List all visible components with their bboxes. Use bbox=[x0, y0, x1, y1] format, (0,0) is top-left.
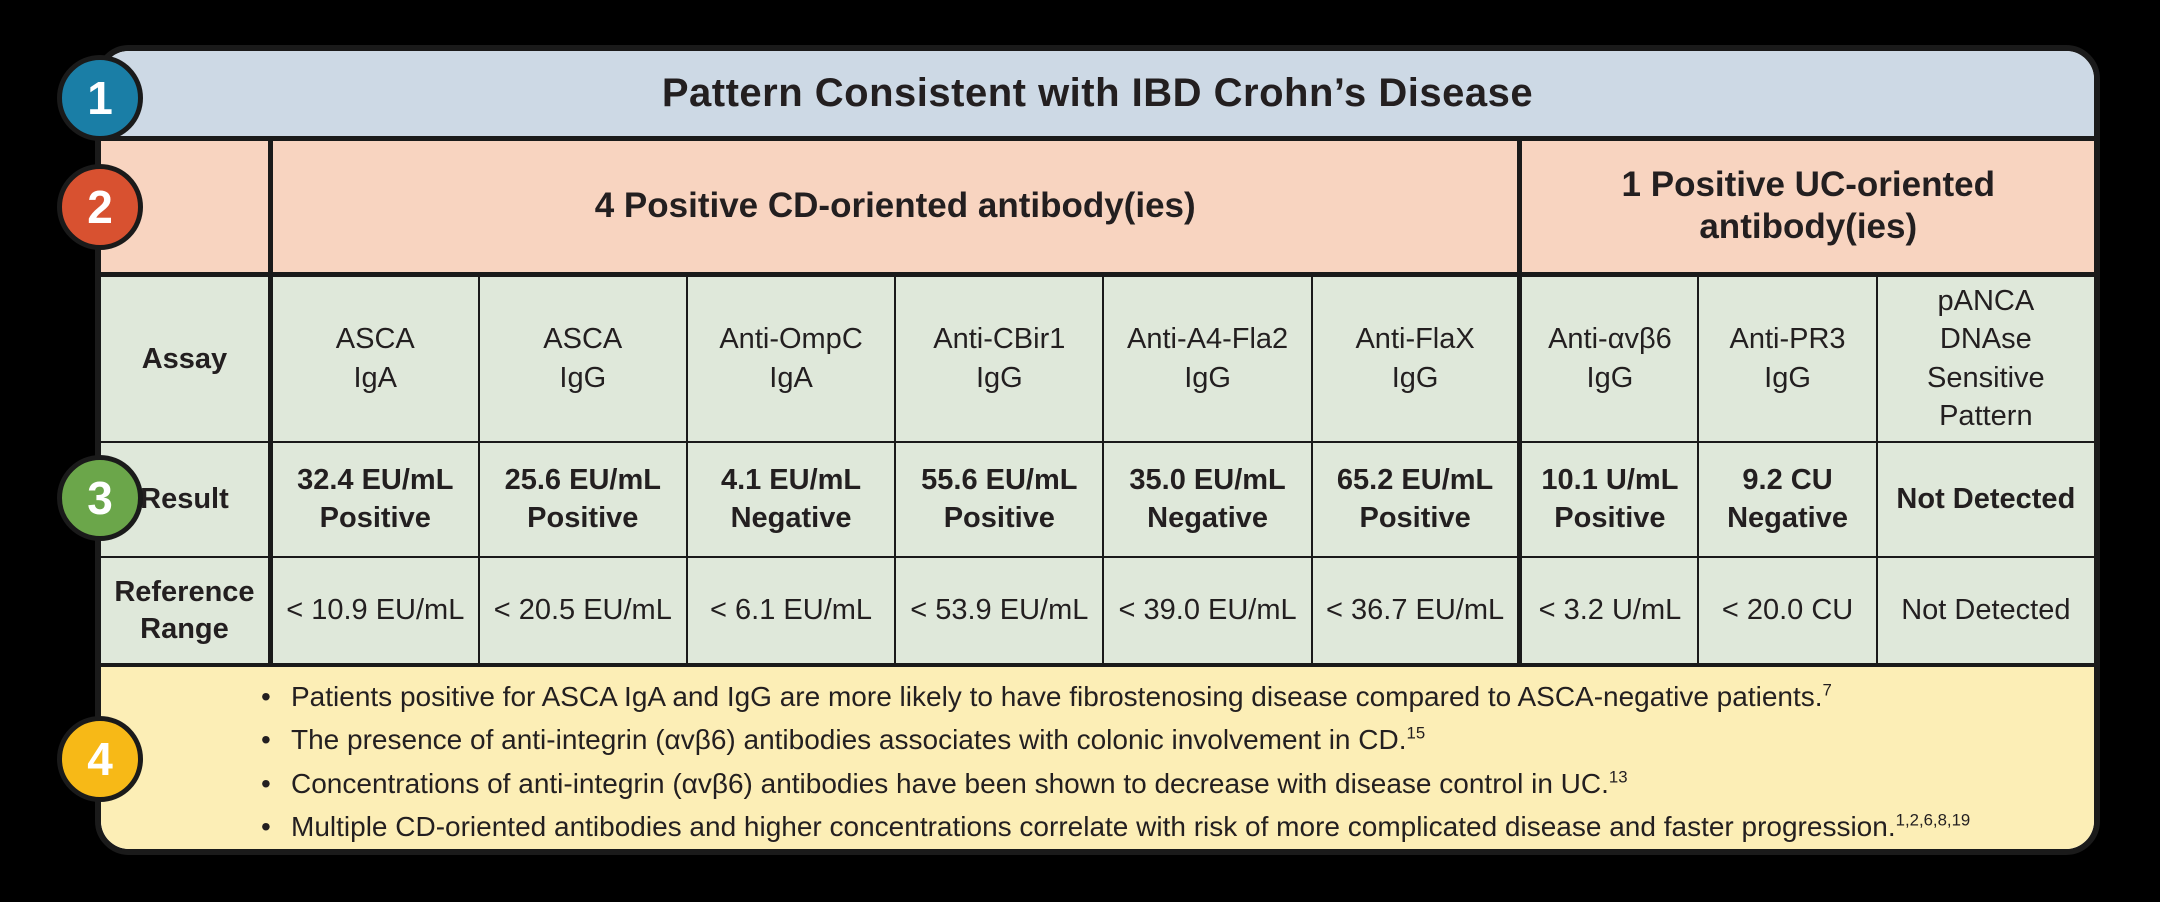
assay-cell-anti-a4-fla2: Anti-A4-Fla2 IgG bbox=[1102, 273, 1313, 443]
antibody-results-table: 4 Positive CD-oriented antibody(ies) 1 P… bbox=[101, 141, 2094, 663]
badge-number: 2 bbox=[87, 181, 113, 233]
footnote-item: The presence of anti-integrin (αvβ6) ant… bbox=[261, 718, 2054, 762]
assay-row-label: Assay bbox=[101, 273, 273, 443]
assay-cell-anti-avb6: Anti-αvβ6 IgG bbox=[1518, 273, 1700, 443]
assay-cell-anti-pr3: Anti-PR3 IgG bbox=[1697, 273, 1878, 443]
step-badge-2: 2 bbox=[57, 164, 143, 250]
result-cell-anti-a4-fla2: 35.0 EU/mL Negative bbox=[1102, 441, 1313, 558]
uc-group-header: 1 Positive UC-oriented antibody(ies) bbox=[1518, 141, 2094, 277]
reference-row-label: Reference Range bbox=[101, 556, 273, 663]
cd-group-header: 4 Positive CD-oriented antibody(ies) bbox=[269, 141, 1523, 277]
footnote-reference-numbers: 7 bbox=[1822, 680, 1832, 700]
results-card: Pattern Consistent with IBD Crohn’s Dise… bbox=[95, 45, 2100, 855]
result-cell-asca-iga: 32.4 EU/mL Positive bbox=[269, 441, 480, 558]
badge-number: 3 bbox=[87, 472, 113, 524]
reference-cell-anti-pr3: < 20.0 CU bbox=[1697, 556, 1878, 663]
result-cell-anti-pr3: 9.2 CU Negative bbox=[1697, 441, 1878, 558]
assay-cell-asca-iga: ASCA IgA bbox=[269, 273, 480, 443]
reference-cell-anti-flax: < 36.7 EU/mL bbox=[1310, 556, 1523, 663]
reference-cell-anti-a4-fla2: < 39.0 EU/mL bbox=[1102, 556, 1313, 663]
assay-row: Assay ASCA IgA ASCA IgG Anti-OmpC IgA An… bbox=[101, 273, 2094, 443]
reference-cell-asca-igg: < 20.5 EU/mL bbox=[477, 556, 688, 663]
assay-cell-anti-cbir1: Anti-CBir1 IgG bbox=[894, 273, 1105, 443]
badge-number: 1 bbox=[87, 72, 113, 124]
result-cell-anti-flax: 65.2 EU/mL Positive bbox=[1310, 441, 1523, 558]
reference-cell-anti-cbir1: < 53.9 EU/mL bbox=[894, 556, 1105, 663]
reference-range-row: Reference Range < 10.9 EU/mL < 20.5 EU/m… bbox=[101, 556, 2094, 663]
result-row: Result 32.4 EU/mL Positive 25.6 EU/mL Po… bbox=[101, 441, 2094, 558]
result-cell-anti-cbir1: 55.6 EU/mL Positive bbox=[894, 441, 1105, 558]
reference-cell-anti-ompc: < 6.1 EU/mL bbox=[685, 556, 897, 663]
result-cell-anti-avb6: 10.1 U/mL Positive bbox=[1518, 441, 1700, 558]
assay-cell-asca-igg: ASCA IgG bbox=[477, 273, 688, 443]
result-cell-anti-ompc: 4.1 EU/mL Negative bbox=[685, 441, 897, 558]
group-header-row: 4 Positive CD-oriented antibody(ies) 1 P… bbox=[101, 141, 2094, 277]
pattern-title: Pattern Consistent with IBD Crohn’s Dise… bbox=[661, 71, 1534, 115]
assay-cell-anti-ompc: Anti-OmpC IgA bbox=[685, 273, 897, 443]
footnotes-panel: Patients positive for ASCA IgA and IgG a… bbox=[101, 663, 2094, 849]
reference-cell-asca-iga: < 10.9 EU/mL bbox=[269, 556, 480, 663]
reference-cell-panca: Not Detected bbox=[1875, 556, 2094, 663]
assay-cell-anti-flax: Anti-FlaX IgG bbox=[1310, 273, 1523, 443]
pattern-title-bar: Pattern Consistent with IBD Crohn’s Dise… bbox=[101, 51, 2094, 141]
step-badge-3: 3 bbox=[57, 455, 143, 541]
footnotes-list: Patients positive for ASCA IgA and IgG a… bbox=[261, 675, 2054, 849]
footnote-item: Patients positive for ASCA IgA and IgG a… bbox=[261, 675, 2054, 719]
footnote-reference-numbers: 15 bbox=[1406, 724, 1426, 744]
step-badge-4: 4 bbox=[57, 716, 143, 802]
badge-number: 4 bbox=[87, 733, 113, 785]
result-cell-panca: Not Detected bbox=[1875, 441, 2094, 558]
reference-cell-anti-avb6: < 3.2 U/mL bbox=[1518, 556, 1700, 663]
step-badge-1: 1 bbox=[57, 55, 143, 141]
footnote-item: Multiple CD-oriented antibodies and high… bbox=[261, 805, 2054, 849]
assay-cell-panca: pANCA DNAse Sensitive Pattern bbox=[1875, 273, 2094, 443]
footnote-item: Concentrations of anti-integrin (αvβ6) a… bbox=[261, 762, 2054, 806]
result-cell-asca-igg: 25.6 EU/mL Positive bbox=[477, 441, 688, 558]
footnote-reference-numbers: 1,2,6,8,19 bbox=[1895, 810, 1971, 830]
footnote-reference-numbers: 13 bbox=[1608, 767, 1628, 787]
